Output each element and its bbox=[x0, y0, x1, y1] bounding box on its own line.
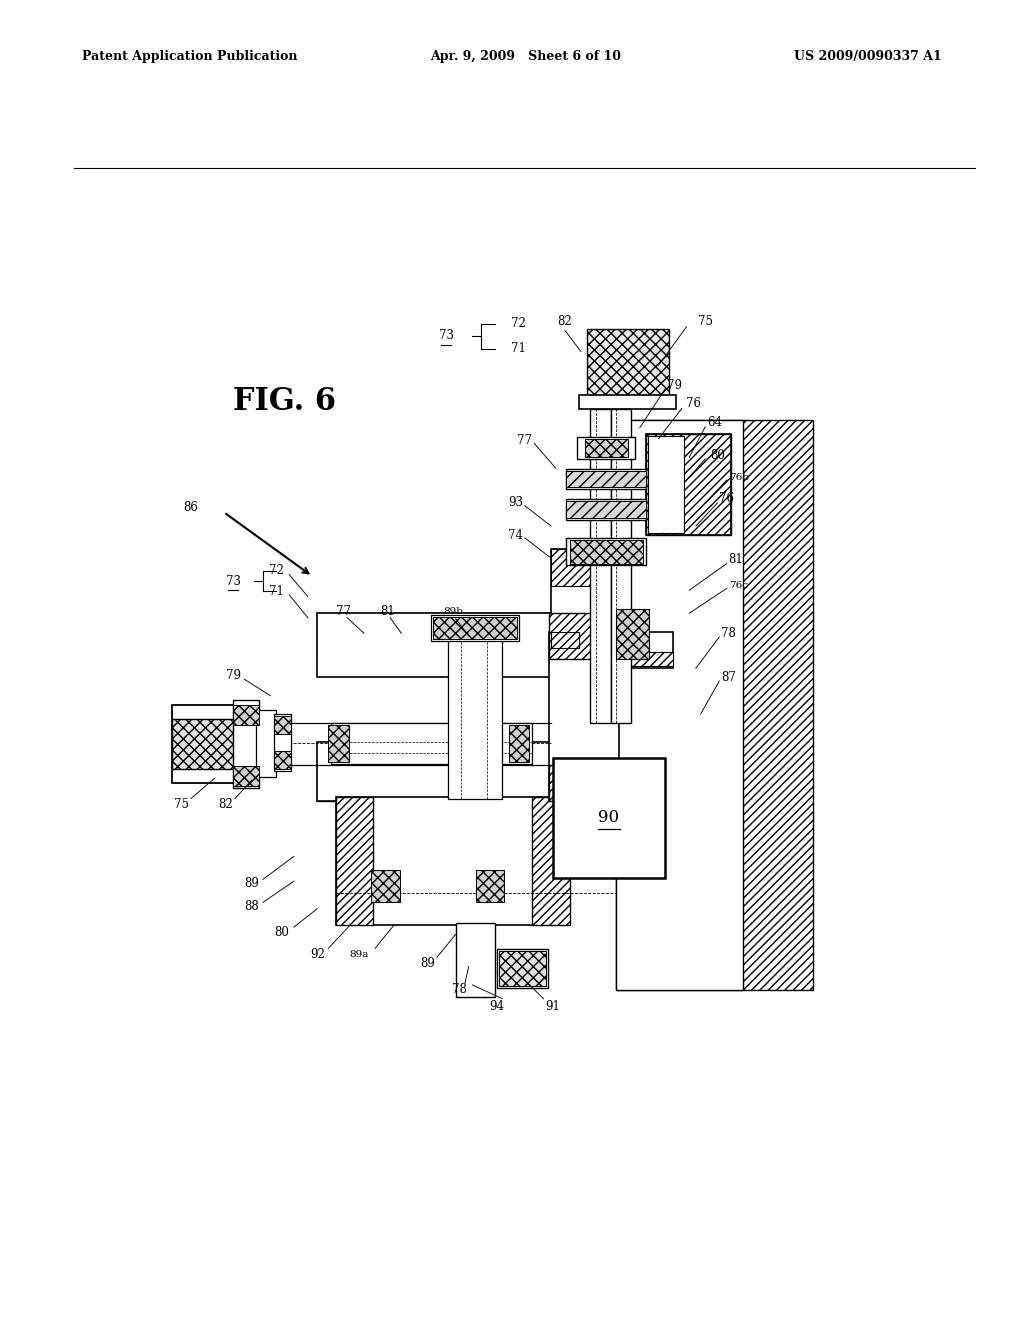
Text: 89a: 89a bbox=[349, 950, 369, 960]
Text: 77: 77 bbox=[336, 605, 351, 618]
Bar bbox=[336, 797, 569, 925]
Text: Patent Application Publication: Patent Application Publication bbox=[82, 50, 297, 63]
Bar bbox=[551, 631, 579, 648]
Bar bbox=[616, 609, 649, 659]
Bar bbox=[233, 766, 259, 785]
Text: 75: 75 bbox=[697, 314, 713, 327]
Bar bbox=[566, 537, 646, 565]
Bar bbox=[317, 755, 560, 801]
Text: US 2009/0090337 A1: US 2009/0090337 A1 bbox=[795, 50, 942, 63]
Text: 73: 73 bbox=[225, 574, 241, 587]
Bar bbox=[256, 710, 276, 776]
Bar bbox=[449, 638, 503, 799]
Text: 71: 71 bbox=[268, 585, 284, 598]
Bar bbox=[587, 329, 669, 397]
Bar bbox=[549, 631, 620, 801]
Bar bbox=[172, 718, 238, 770]
Text: 87: 87 bbox=[721, 671, 736, 684]
Text: 72: 72 bbox=[268, 565, 284, 577]
Text: 89: 89 bbox=[420, 957, 435, 970]
Bar bbox=[648, 436, 684, 533]
Bar bbox=[566, 499, 646, 520]
Bar bbox=[590, 409, 611, 723]
Text: 77: 77 bbox=[517, 434, 532, 447]
Bar bbox=[549, 612, 620, 659]
Text: 76c: 76c bbox=[729, 581, 748, 590]
Bar bbox=[431, 615, 519, 640]
Bar bbox=[372, 870, 399, 903]
Bar bbox=[616, 420, 813, 990]
Bar bbox=[317, 612, 560, 677]
Bar bbox=[233, 701, 259, 788]
Bar bbox=[551, 631, 673, 668]
Bar bbox=[566, 469, 646, 490]
Text: 78: 78 bbox=[721, 627, 736, 640]
Text: 76: 76 bbox=[686, 397, 700, 411]
Text: 89: 89 bbox=[245, 878, 259, 891]
Text: 80: 80 bbox=[710, 449, 725, 462]
Text: 82: 82 bbox=[558, 314, 572, 327]
Bar bbox=[646, 434, 730, 535]
Bar bbox=[509, 725, 529, 762]
Text: FIG. 6: FIG. 6 bbox=[233, 387, 336, 417]
Text: 93: 93 bbox=[508, 496, 523, 510]
Bar bbox=[616, 420, 742, 990]
Bar bbox=[336, 797, 374, 925]
Bar bbox=[476, 870, 504, 903]
Text: 78: 78 bbox=[452, 983, 467, 997]
Text: 88: 88 bbox=[245, 900, 259, 913]
Bar bbox=[456, 924, 495, 997]
Text: 92: 92 bbox=[310, 948, 325, 961]
Bar bbox=[566, 471, 646, 487]
Bar bbox=[317, 742, 560, 801]
Bar bbox=[233, 705, 259, 725]
Bar bbox=[331, 723, 532, 764]
Bar bbox=[616, 420, 742, 990]
Bar bbox=[274, 714, 291, 771]
Text: 79: 79 bbox=[667, 379, 682, 392]
Bar bbox=[433, 616, 517, 639]
Text: 94: 94 bbox=[489, 999, 504, 1012]
Bar bbox=[274, 751, 291, 770]
Bar bbox=[499, 950, 547, 986]
Text: 91: 91 bbox=[546, 999, 560, 1012]
Text: 64: 64 bbox=[708, 416, 722, 429]
Bar bbox=[579, 395, 676, 409]
Bar bbox=[566, 502, 646, 517]
Bar bbox=[585, 438, 628, 457]
Bar bbox=[172, 705, 238, 783]
Text: 75: 75 bbox=[174, 797, 189, 810]
Text: 89b: 89b bbox=[442, 607, 463, 616]
Text: 76: 76 bbox=[719, 492, 734, 504]
Bar bbox=[497, 949, 548, 987]
Text: 82: 82 bbox=[218, 797, 233, 810]
Text: 72: 72 bbox=[511, 318, 525, 330]
Text: 71: 71 bbox=[511, 342, 525, 355]
Bar bbox=[551, 549, 626, 631]
Bar bbox=[329, 725, 349, 762]
Bar bbox=[611, 409, 632, 723]
Bar bbox=[569, 540, 643, 564]
Text: 76b: 76b bbox=[729, 473, 749, 482]
Text: 73: 73 bbox=[438, 330, 454, 342]
Text: Apr. 9, 2009   Sheet 6 of 10: Apr. 9, 2009 Sheet 6 of 10 bbox=[430, 50, 622, 63]
Text: 74: 74 bbox=[508, 528, 523, 541]
Text: 90: 90 bbox=[598, 809, 620, 826]
Bar bbox=[646, 434, 730, 535]
Bar bbox=[549, 764, 620, 801]
Bar bbox=[578, 437, 635, 459]
Text: 79: 79 bbox=[225, 669, 241, 682]
Text: 81: 81 bbox=[380, 605, 394, 618]
Bar bbox=[532, 797, 569, 925]
Text: 81: 81 bbox=[729, 553, 743, 566]
Bar bbox=[616, 609, 649, 659]
Bar bbox=[551, 652, 673, 667]
Bar bbox=[551, 549, 626, 586]
Bar bbox=[274, 715, 291, 734]
Bar bbox=[553, 758, 665, 878]
Bar bbox=[317, 612, 560, 659]
Text: 86: 86 bbox=[183, 502, 199, 513]
Text: 80: 80 bbox=[274, 927, 289, 939]
